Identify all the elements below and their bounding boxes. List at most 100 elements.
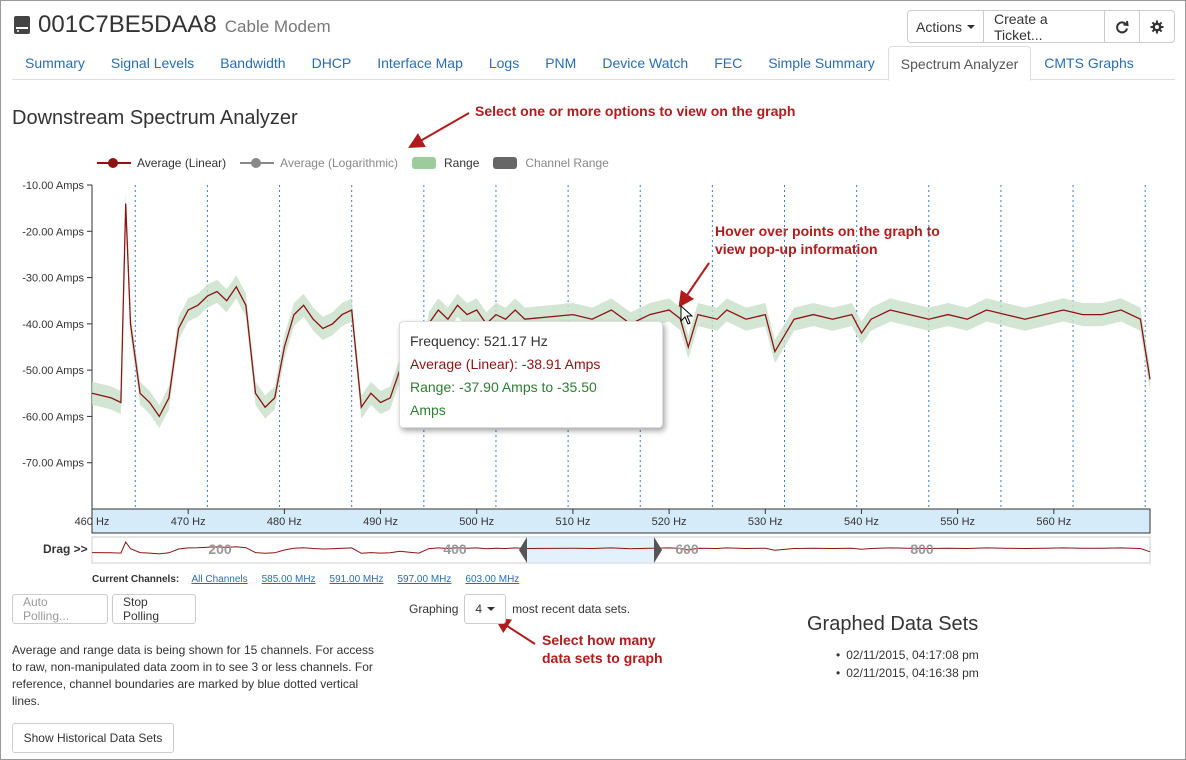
settings-button[interactable] — [1139, 10, 1175, 43]
tooltip-range-1: Range: -37.90 Amps to -35.50 — [410, 379, 597, 395]
tab-logs[interactable]: Logs — [488, 55, 520, 71]
stop-polling-button[interactable]: Stop Polling — [112, 594, 196, 624]
annotation-hover-2: view pop-up information — [715, 241, 878, 257]
gear-icon — [1150, 20, 1164, 33]
tab-signal-levels[interactable]: Signal Levels — [110, 55, 195, 71]
legend-label: Channel Range — [525, 156, 609, 170]
drag-label: Drag >> — [43, 542, 88, 556]
y-tick-label: -10.00 Amps — [22, 180, 84, 192]
legend-swatch — [493, 157, 518, 169]
tab-fec[interactable]: FEC — [714, 55, 743, 71]
navigator-left-handle[interactable] — [519, 537, 527, 563]
navigator-right-handle[interactable] — [654, 537, 662, 563]
y-tick-label: -50.00 Amps — [22, 365, 84, 377]
chart-tooltip: Frequency: 521.17 Hz Average (Linear): -… — [399, 321, 663, 428]
navigator-tick-label: 200 — [208, 541, 232, 557]
caret-down-icon — [487, 607, 496, 611]
actions-button[interactable]: Actions — [907, 10, 984, 43]
x-axis-bar — [91, 508, 1151, 534]
y-tick-label: -70.00 Amps — [22, 458, 84, 470]
x-tick-label: 480 Hz — [267, 516, 302, 528]
device-type: Cable Modem — [224, 17, 331, 36]
channel-link[interactable]: 597.00 MHz — [397, 574, 452, 585]
page-header: 001C7BE5DAA8 Cable Modem — [12, 11, 331, 39]
current-channels-label: Current Channels: — [92, 574, 180, 585]
tab-device-watch[interactable]: Device Watch — [602, 55, 689, 71]
tooltip-range-2: Amps — [410, 402, 446, 418]
graphing-prefix: Graphing — [409, 602, 459, 616]
navigator-line — [91, 540, 1151, 555]
legend-swatch — [97, 156, 131, 170]
device-id: 001C7BE5DAA8 — [38, 11, 217, 38]
legend-item[interactable]: Average (Logarithmic) — [240, 156, 398, 170]
x-tick-label: 510 Hz — [555, 516, 590, 528]
legend-item[interactable]: Channel Range — [493, 156, 609, 170]
x-tick-label: 520 Hz — [652, 516, 687, 528]
spectrum-chart[interactable]: -10.00 Amps -20.00 Amps -30.00 Amps -40.00 … — [1, 171, 1186, 591]
datasets-count-value: 4 — [475, 602, 483, 616]
tab-bandwidth[interactable]: Bandwidth — [220, 55, 286, 71]
channel-link[interactable]: All Channels — [191, 574, 248, 585]
info-text: Average and range data is being shown fo… — [12, 643, 375, 708]
y-tick-label: -40.00 Amps — [22, 319, 84, 331]
x-tick-label: 550 Hz — [940, 516, 975, 528]
legend-label: Average (Logarithmic) — [280, 156, 399, 170]
tab-pnm[interactable]: PNM — [545, 55, 577, 71]
x-tick-label: 530 Hz — [748, 516, 783, 528]
legend-swatch — [240, 156, 275, 170]
tab-summary[interactable]: Summary — [25, 55, 85, 71]
annotation-options: Select one or more options to view on th… — [475, 103, 796, 119]
refresh-button[interactable] — [1104, 10, 1140, 43]
caret-down-icon — [966, 24, 975, 29]
tab-spectrum-analyzer[interactable]: Spectrum Analyzer — [887, 46, 1032, 81]
tooltip-average: Average (Linear): -38.91 Amps — [410, 356, 601, 372]
arrow-hover — [678, 262, 710, 308]
annotation-datasets-2: data sets to graph — [542, 650, 663, 666]
arrow-options — [408, 112, 470, 148]
x-tick-label: 560 Hz — [1036, 516, 1071, 528]
channel-link[interactable]: 603.00 MHz — [465, 574, 520, 585]
tooltip-frequency: Frequency: 521.17 Hz — [410, 333, 548, 349]
datasets-count-select[interactable]: 4 — [464, 594, 507, 624]
tab-simple-summary[interactable]: Simple Summary — [768, 55, 875, 71]
y-tick-label: -60.00 Amps — [22, 411, 84, 423]
series-line[interactable] — [91, 203, 1151, 418]
graphing-suffix: most recent data sets. — [512, 602, 631, 616]
annotation-datasets-1: Select how many — [542, 632, 656, 648]
legend-item[interactable]: Average (Linear) — [97, 156, 226, 170]
x-tick-label: 490 Hz — [363, 516, 398, 528]
tab-cmts-graphs[interactable]: CMTS Graphs — [1044, 55, 1134, 71]
cursor-icon — [680, 305, 694, 325]
create-ticket-button[interactable]: Create a Ticket... — [983, 10, 1105, 43]
graphing-control: Graphing 4 most recent data sets. — [409, 594, 630, 624]
legend-item[interactable]: Range — [412, 156, 479, 170]
navigator-window[interactable] — [527, 537, 654, 563]
navigator-tick-label: 600 — [675, 541, 699, 557]
y-tick-label: -20.00 Amps — [22, 226, 84, 238]
show-historical-button[interactable]: Show Historical Data Sets — [12, 723, 174, 753]
chart-legend: Average (Linear) Average (Logarithmic) Ran… — [97, 156, 623, 170]
channel-link[interactable]: 591.00 MHz — [329, 574, 384, 585]
actions-label: Actions — [916, 18, 962, 35]
legend-label: Range — [444, 156, 480, 170]
tab-dhcp[interactable]: DHCP — [311, 55, 352, 71]
modem-icon — [14, 16, 30, 34]
x-tick-label: 470 Hz — [171, 516, 206, 528]
data-set-item: 02/11/2015, 04:17:08 pm — [836, 646, 979, 664]
tab-bar: Summary Signal Levels Bandwidth DHCP Interfa… — [12, 46, 1175, 81]
auto-polling-button[interactable]: Auto Polling... — [12, 594, 108, 624]
x-tick-label: 500 Hz — [459, 516, 494, 528]
arrow-datasets — [494, 617, 536, 645]
tab-interface-map[interactable]: Interface Map — [377, 55, 463, 71]
annotation-hover-1: Hover over points on the graph to — [715, 223, 940, 239]
legend-label: Average (Linear) — [137, 156, 227, 170]
channel-link[interactable]: 585.00 MHz — [261, 574, 316, 585]
refresh-icon — [1116, 20, 1129, 33]
current-channels: Current Channels: All Channels 585.00 MHz… — [92, 574, 533, 585]
page-title: Downstream Spectrum Analyzer — [12, 107, 298, 129]
graphed-data-sets-list: 02/11/2015, 04:17:08 pm02/11/2015, 04:16… — [836, 646, 979, 682]
legend-swatch — [412, 157, 437, 169]
y-tick-label: -30.00 Amps — [22, 273, 84, 285]
header-button-group: Actions Create a Ticket... — [907, 10, 1175, 43]
